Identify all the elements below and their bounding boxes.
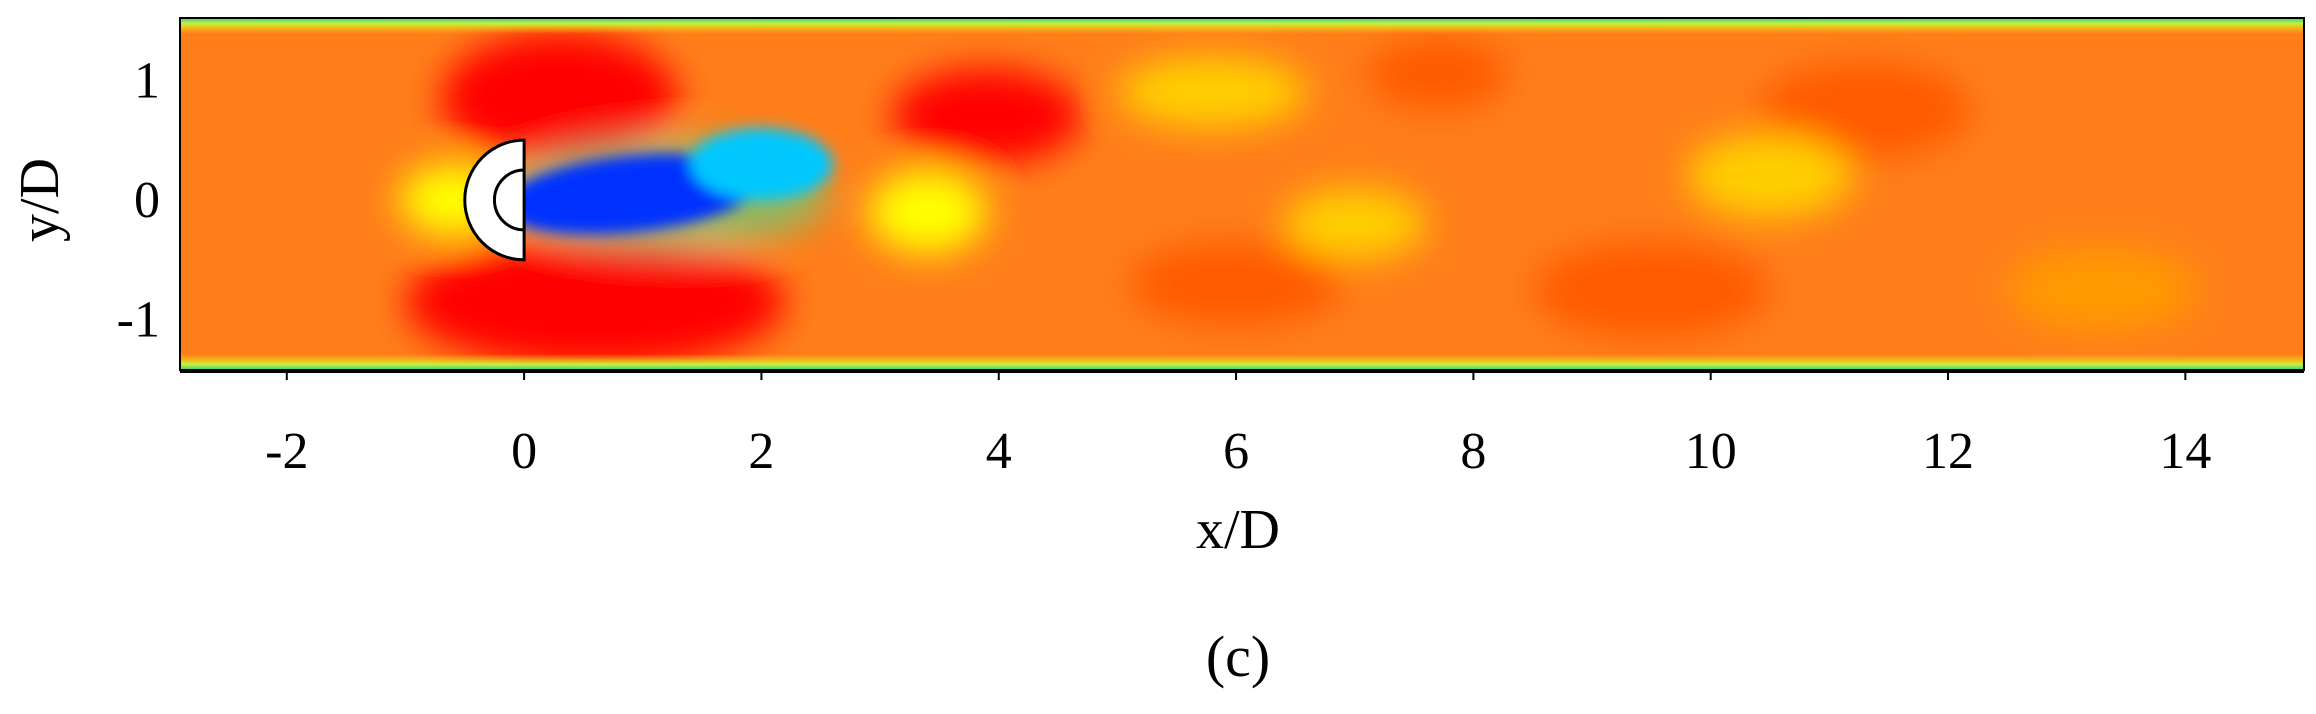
upper-shear-layer bbox=[441, 32, 679, 165]
panel-label: (c) bbox=[1206, 624, 1270, 689]
vortex-5 bbox=[1758, 62, 1972, 159]
bottom-wall-boundary-layer bbox=[180, 354, 2304, 370]
x-tick-label: 14 bbox=[2159, 423, 2211, 480]
wake-core-features bbox=[501, 128, 833, 235]
x-tick-label: 6 bbox=[1223, 423, 1249, 480]
cylinder-inner-arc bbox=[493, 168, 525, 232]
y-axis-ticks: 1 0 -1 bbox=[117, 52, 160, 348]
vortex-2 bbox=[1129, 241, 1343, 326]
vortex-6 bbox=[2007, 247, 2198, 332]
low-speed-pocket-3 bbox=[1283, 188, 1426, 260]
low-speed-pocket-2 bbox=[1117, 56, 1308, 129]
y-tick-label: 1 bbox=[134, 52, 160, 109]
x-axis-ticks: -2 0 2 4 6 8 10 12 14 bbox=[265, 372, 2211, 480]
x-tick-label: 0 bbox=[511, 423, 537, 480]
top-wall-boundary-layer bbox=[180, 18, 2304, 34]
y-tick-label: 0 bbox=[134, 172, 160, 229]
semicircular-cylinder bbox=[463, 138, 526, 262]
wake-tail bbox=[690, 128, 833, 200]
x-tick-label: 4 bbox=[986, 423, 1012, 480]
lower-shear-layer bbox=[405, 235, 786, 368]
x-tick-label: 10 bbox=[1685, 423, 1737, 480]
low-speed-pocket-4 bbox=[1686, 134, 1854, 218]
wake-core-minimum bbox=[547, 172, 691, 216]
x-tick-label: -2 bbox=[265, 423, 308, 480]
vortex-1 bbox=[891, 68, 1082, 165]
x-tick-label: 2 bbox=[748, 423, 774, 480]
x-tick-label: 12 bbox=[1922, 423, 1974, 480]
contour-plot-area bbox=[180, 18, 2304, 370]
low-speed-pocket-1 bbox=[868, 170, 987, 254]
x-axis-label: x/D bbox=[1196, 499, 1280, 561]
y-tick-label: -1 bbox=[117, 292, 160, 349]
x-tick-label: 8 bbox=[1460, 423, 1486, 480]
y-axis-label: y/D bbox=[9, 158, 71, 242]
plot-frame bbox=[179, 17, 2305, 371]
vortex-4 bbox=[1532, 241, 1771, 338]
vortex-3 bbox=[1366, 38, 1509, 111]
